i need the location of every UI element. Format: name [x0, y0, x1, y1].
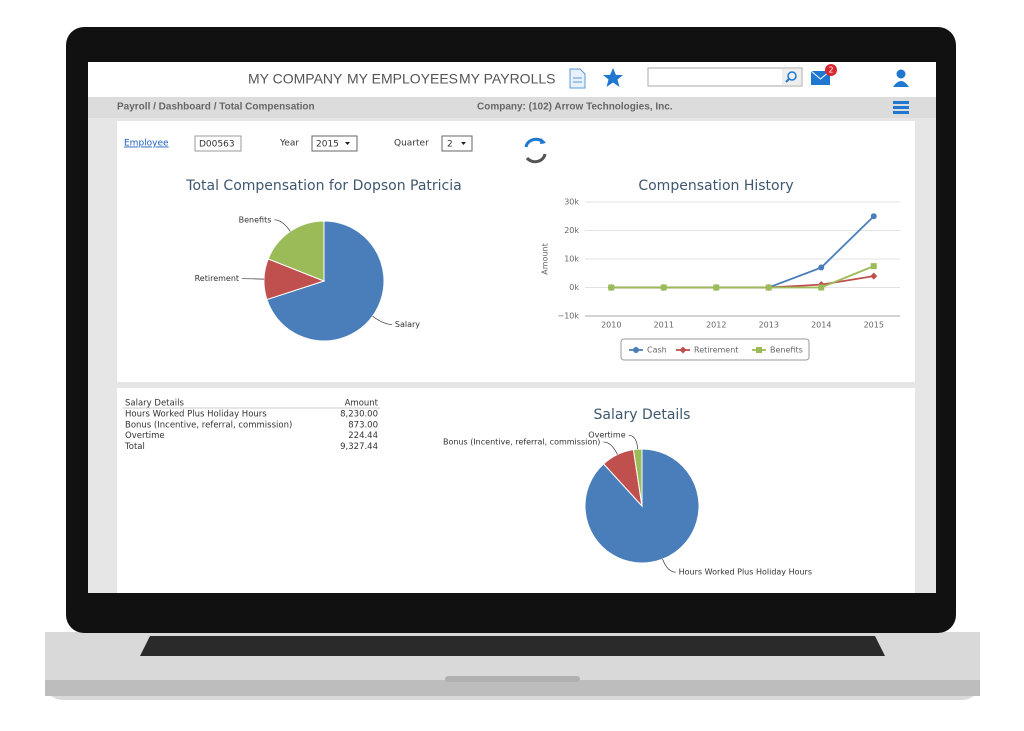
quarter-label: Quarter — [394, 139, 429, 149]
y-tick-label: −10k — [557, 312, 579, 321]
breadcrumb-bar — [88, 97, 936, 118]
series-line — [611, 265, 875, 289]
legend-label: Cash — [647, 346, 667, 355]
y-tick-label: 20k — [564, 226, 579, 235]
data-point — [660, 284, 667, 291]
table-cell: 224.44 — [348, 431, 378, 441]
table-cell: 9,327.44 — [340, 442, 378, 452]
laptop-edge — [45, 680, 980, 696]
select-arrow — [461, 142, 466, 145]
mail-badge-count: 2 — [828, 66, 833, 75]
legend-box — [620, 338, 810, 361]
data-point — [870, 263, 877, 270]
leader-line — [274, 219, 291, 232]
year-select[interactable] — [311, 135, 358, 152]
y-axis-label: Amount — [541, 243, 550, 274]
year-value: 2015 — [316, 140, 339, 150]
data-point — [870, 213, 877, 220]
employee-input[interactable] — [194, 135, 242, 152]
table-header: Amount — [345, 399, 379, 409]
table-cell: 8,230.00 — [340, 410, 378, 420]
nav-item[interactable]: MY PAYROLLS — [459, 71, 555, 87]
x-tick-label: 2015 — [864, 321, 884, 330]
quarter-select[interactable] — [441, 135, 473, 152]
pie-label: Salary — [395, 320, 420, 329]
pie-label: Retirement — [195, 274, 239, 283]
nav-item[interactable]: MY EMPLOYEES — [347, 71, 458, 87]
data-point — [608, 284, 615, 291]
chart-title: Total Compensation for Dopson Patricia — [185, 178, 461, 194]
pie-label: Hours Worked Plus Holiday Hours — [679, 568, 812, 577]
legend-marker — [633, 347, 639, 353]
quarter-value: 2 — [447, 140, 453, 150]
panel — [117, 388, 915, 593]
leader-line — [372, 315, 392, 325]
chart-title: Salary Details — [594, 407, 691, 423]
employee-id: D00563 — [199, 140, 235, 150]
data-point — [765, 284, 772, 291]
pie-label: Overtime — [588, 431, 625, 440]
year-label: Year — [279, 139, 299, 149]
user-icon[interactable] — [893, 69, 909, 88]
search-box[interactable] — [647, 67, 803, 87]
leader-line — [603, 441, 618, 455]
table-cell: Hours Worked Plus Holiday Hours — [125, 410, 267, 420]
trackpad-notch — [445, 676, 580, 682]
company-name: Company: (102) Arrow Technologies, Inc. — [477, 102, 673, 113]
x-tick-label: 2013 — [759, 321, 779, 330]
table-cell: Overtime — [125, 431, 165, 441]
y-tick-label: 10k — [564, 255, 579, 264]
data-point — [870, 272, 878, 280]
select-arrow — [345, 142, 350, 145]
legend-marker — [679, 346, 687, 354]
table-cell: 873.00 — [348, 420, 378, 430]
keyboard — [140, 636, 885, 656]
table-cell: Bonus (Incentive, referral, commission) — [125, 420, 292, 430]
refresh-icon[interactable] — [524, 137, 547, 164]
employee-link[interactable]: Employee — [124, 139, 169, 149]
salary-table: Salary Details Amount Hours Worked Plus Ho… — [123, 399, 380, 452]
x-tick-label: 2014 — [811, 321, 831, 330]
mail-badge — [825, 64, 837, 76]
y-tick-label: 0k — [569, 283, 579, 292]
data-point — [818, 284, 825, 291]
leader-line — [628, 434, 639, 450]
breadcrumb: Payroll / Dashboard / Total Compensation — [117, 102, 315, 113]
data-point — [713, 284, 720, 291]
legend-label: Retirement — [694, 346, 738, 355]
legend-label: Benefits — [770, 346, 803, 355]
star-icon[interactable] — [603, 68, 623, 87]
x-tick-label: 2012 — [706, 321, 726, 330]
data-point — [818, 264, 825, 271]
charts: Total Compensation for Dopson Patricia Sa… — [185, 178, 900, 577]
pie-label: Bonus (Incentive, referral, commission) — [443, 437, 600, 446]
y-tick-label: 30k — [564, 198, 579, 207]
search-icon[interactable] — [782, 69, 801, 85]
pie-label: Benefits — [239, 215, 272, 224]
chart-title: Compensation History — [638, 178, 793, 194]
nav-item[interactable]: MY COMPANY — [248, 71, 343, 87]
pie-slice — [266, 220, 385, 342]
table-cell: Total — [124, 442, 145, 452]
table-header: Salary Details — [125, 399, 184, 409]
document-icon[interactable] — [569, 68, 586, 89]
leader-line — [662, 559, 676, 573]
x-tick-label: 2011 — [654, 321, 674, 330]
x-tick-label: 2010 — [601, 321, 621, 330]
menu-icon[interactable] — [893, 101, 909, 114]
legend-marker — [756, 347, 762, 353]
